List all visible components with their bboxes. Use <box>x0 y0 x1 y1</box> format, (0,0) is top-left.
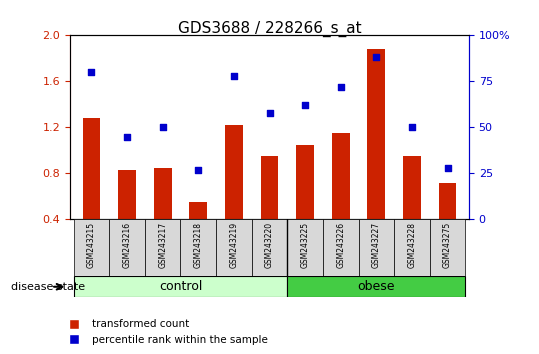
FancyBboxPatch shape <box>216 219 252 276</box>
Text: GSM243220: GSM243220 <box>265 222 274 268</box>
Legend: transformed count, percentile rank within the sample: transformed count, percentile rank withi… <box>59 315 273 349</box>
FancyBboxPatch shape <box>358 219 394 276</box>
Point <box>194 167 203 173</box>
Text: GSM243218: GSM243218 <box>194 222 203 268</box>
Text: GSM243227: GSM243227 <box>372 222 381 268</box>
FancyBboxPatch shape <box>74 276 287 297</box>
FancyBboxPatch shape <box>287 276 465 297</box>
Bar <box>260 156 279 266</box>
Bar <box>225 125 243 266</box>
Point <box>265 110 274 115</box>
Point <box>158 125 167 130</box>
Point <box>230 73 238 79</box>
Text: GSM243217: GSM243217 <box>158 222 167 268</box>
Bar <box>82 118 100 266</box>
FancyBboxPatch shape <box>252 219 287 276</box>
Point <box>336 84 345 90</box>
Bar <box>154 168 171 266</box>
Text: GSM243225: GSM243225 <box>301 222 309 268</box>
Bar <box>439 183 457 266</box>
Bar <box>189 202 207 266</box>
Text: GSM243219: GSM243219 <box>230 222 238 268</box>
Bar <box>296 145 314 266</box>
Text: GSM243216: GSM243216 <box>122 222 132 268</box>
FancyBboxPatch shape <box>74 219 109 276</box>
FancyBboxPatch shape <box>109 219 145 276</box>
FancyBboxPatch shape <box>394 219 430 276</box>
FancyBboxPatch shape <box>323 219 358 276</box>
Text: obese: obese <box>357 280 395 293</box>
Text: GSM243215: GSM243215 <box>87 222 96 268</box>
FancyBboxPatch shape <box>181 219 216 276</box>
Point <box>372 55 381 60</box>
Text: GSM243226: GSM243226 <box>336 222 345 268</box>
Text: control: control <box>159 280 202 293</box>
Bar <box>403 156 421 266</box>
Point <box>301 103 309 108</box>
Point <box>87 69 96 75</box>
FancyBboxPatch shape <box>145 219 181 276</box>
Bar <box>368 49 385 266</box>
Text: disease state: disease state <box>11 282 85 292</box>
Point <box>443 165 452 171</box>
Text: GSM243228: GSM243228 <box>407 222 417 268</box>
Point <box>123 134 132 139</box>
FancyBboxPatch shape <box>430 219 465 276</box>
Bar <box>118 170 136 266</box>
Text: GDS3688 / 228266_s_at: GDS3688 / 228266_s_at <box>178 21 361 38</box>
Point <box>407 125 416 130</box>
Text: GSM243275: GSM243275 <box>443 222 452 268</box>
Bar <box>332 133 350 266</box>
FancyBboxPatch shape <box>287 219 323 276</box>
